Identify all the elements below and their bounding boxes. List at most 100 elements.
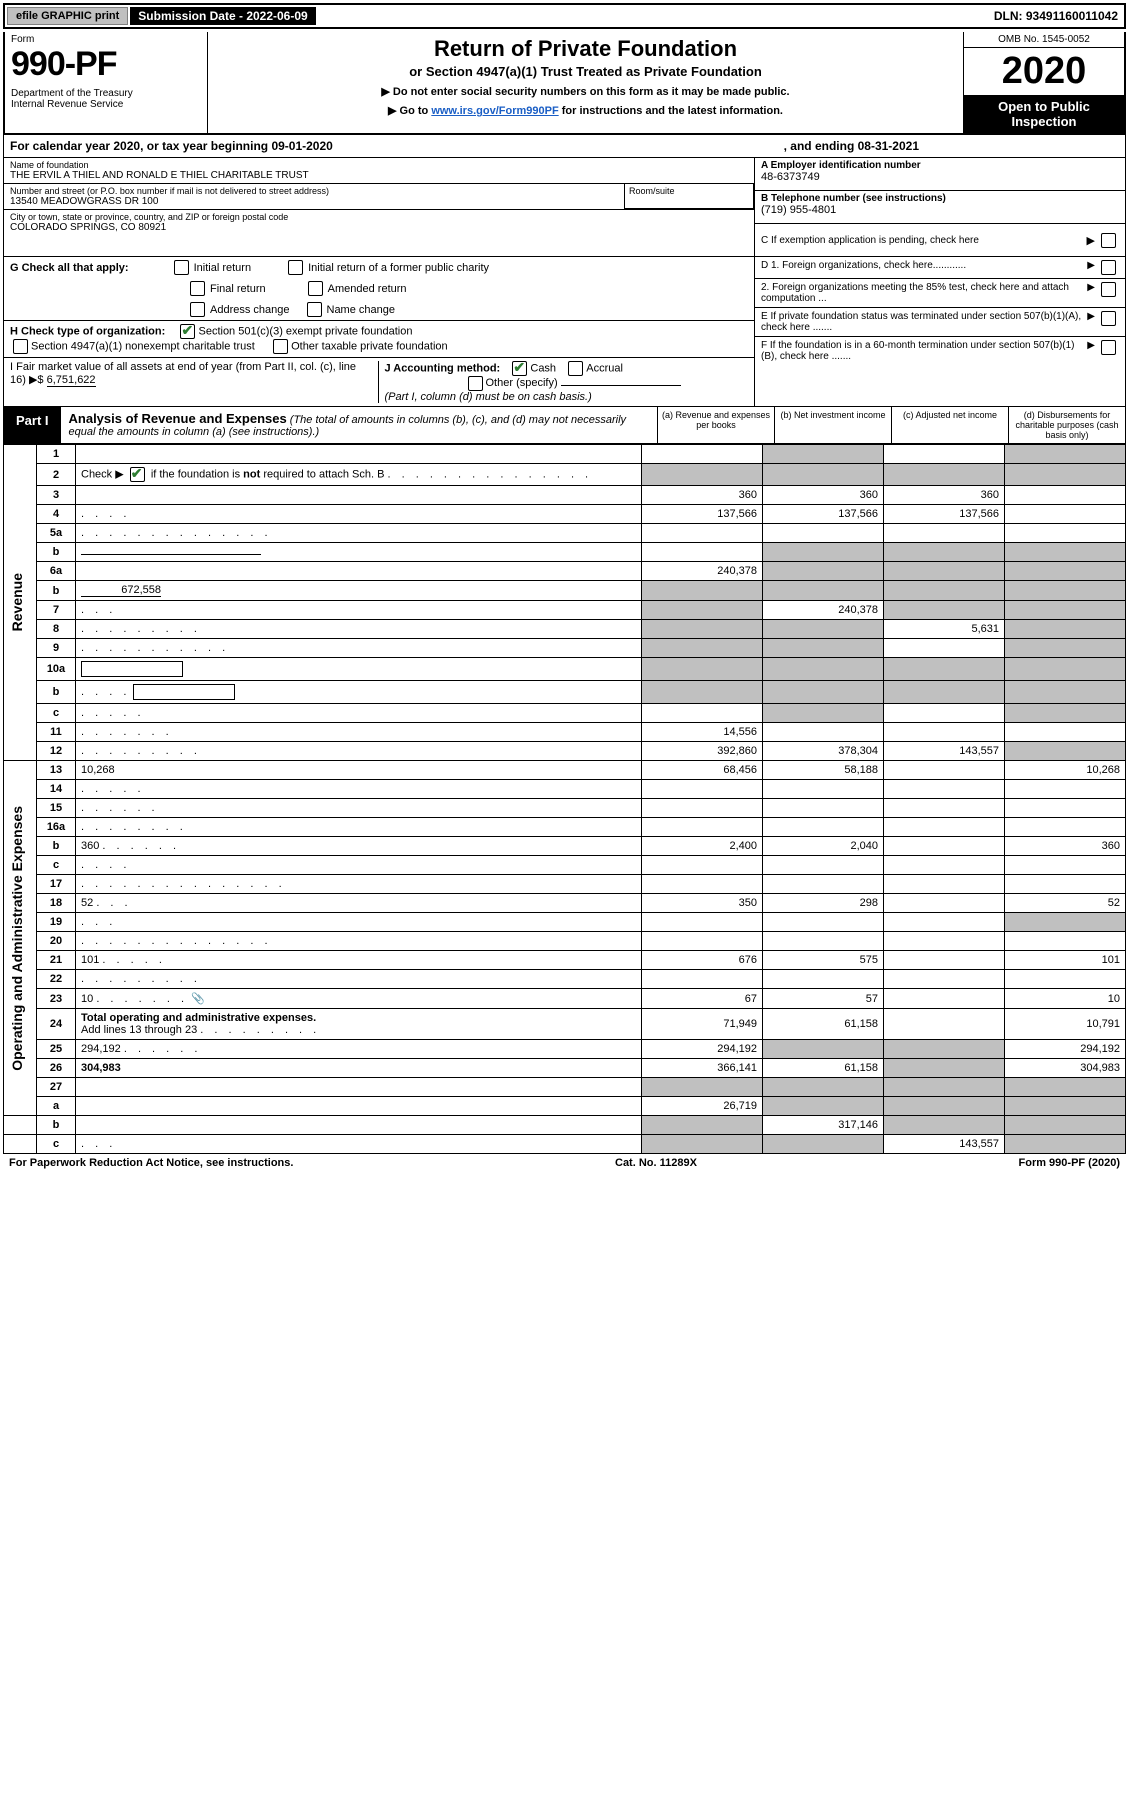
f-row: F If the foundation is in a 60-month ter… xyxy=(755,336,1125,365)
submission-date-label: Submission Date - 2022-06-09 xyxy=(130,7,315,25)
table-row: 15 . . . . . . xyxy=(4,799,1126,818)
exemption-pending-row: C If exemption application is pending, c… xyxy=(755,224,1125,256)
table-row: 3360360360 xyxy=(4,486,1126,505)
page-footer: For Paperwork Reduction Act Notice, see … xyxy=(3,1154,1126,1172)
table-row: c . . . . xyxy=(4,856,1126,875)
header-left: Form 990-PF Department of the TreasuryIn… xyxy=(5,32,208,133)
department-label: Department of the TreasuryInternal Reven… xyxy=(11,88,201,110)
g-row: G Check all that apply: Initial return I… xyxy=(4,257,754,320)
initial-former-checkbox[interactable] xyxy=(288,260,303,275)
table-row: b360 . . . . . .2,4002,040360 xyxy=(4,837,1126,856)
table-row: Revenue 1 xyxy=(4,445,1126,464)
form-number: 990-PF xyxy=(11,45,201,84)
ein-value: 48-6373749 xyxy=(761,171,1119,183)
revenue-section-label: Revenue xyxy=(9,573,25,631)
table-row: 1852 . . .35029852 xyxy=(4,894,1126,913)
part1-table: Revenue 1 2Check ▶ if the foundation is … xyxy=(3,444,1126,1154)
e-checkbox[interactable] xyxy=(1101,311,1116,326)
catalog-number: Cat. No. 11289X xyxy=(615,1157,697,1169)
final-return-checkbox[interactable] xyxy=(190,281,205,296)
table-row: 21101 . . . . .676575101 xyxy=(4,951,1126,970)
table-row: 7 . . .240,378 xyxy=(4,601,1126,620)
top-bar: efile GRAPHIC print Submission Date - 20… xyxy=(3,3,1126,29)
table-row: Operating and Administrative Expenses 13… xyxy=(4,761,1126,780)
table-row: 17 . . . . . . . . . . . . . . . xyxy=(4,875,1126,894)
form-title: Return of Private Foundation xyxy=(212,36,959,62)
telephone-value: (719) 955-4801 xyxy=(761,204,1119,216)
form-subtitle: or Section 4947(a)(1) Trust Treated as P… xyxy=(212,64,959,79)
table-row: 14 . . . . . xyxy=(4,780,1126,799)
form-header: Form 990-PF Department of the TreasuryIn… xyxy=(3,32,1126,135)
name-change-checkbox[interactable] xyxy=(307,302,322,317)
paperwork-notice: For Paperwork Reduction Act Notice, see … xyxy=(9,1157,293,1169)
table-row: 27 xyxy=(4,1078,1126,1097)
col-b-header: (b) Net investment income xyxy=(774,407,891,443)
other-method-checkbox[interactable] xyxy=(468,376,483,391)
table-row: c . . .143,557 xyxy=(4,1135,1126,1154)
efile-print-button[interactable]: efile GRAPHIC print xyxy=(7,7,128,25)
omb-number: OMB No. 1545-0052 xyxy=(964,32,1124,48)
amended-return-checkbox[interactable] xyxy=(308,281,323,296)
ein-row: A Employer identification number 48-6373… xyxy=(755,158,1125,191)
foundation-name: THE ERVIL A THIEL AND RONALD E THIEL CHA… xyxy=(10,170,748,181)
foundation-address: 13540 MEADOWGRASS DR 100 xyxy=(10,196,618,207)
exemption-pending-checkbox[interactable] xyxy=(1101,233,1116,248)
d2-checkbox[interactable] xyxy=(1101,282,1116,297)
initial-return-checkbox[interactable] xyxy=(174,260,189,275)
instruction-1: ▶ Do not enter social security numbers o… xyxy=(212,85,959,98)
fmv-value: 6,751,622 xyxy=(47,374,96,387)
table-row: a26,719 xyxy=(4,1097,1126,1116)
part1-tab: Part I xyxy=(4,407,61,443)
table-row: b xyxy=(4,543,1126,562)
e-row: E If private foundation status was termi… xyxy=(755,307,1125,336)
table-row: 24Total operating and administrative exp… xyxy=(4,1009,1126,1040)
table-row: b317,146 xyxy=(4,1116,1126,1135)
tax-year: 2020 xyxy=(964,48,1124,95)
ij-row: I Fair market value of all assets at end… xyxy=(4,357,754,406)
table-row: 4 . . . .137,566137,566137,566 xyxy=(4,505,1126,524)
part1-header: Part I Analysis of Revenue and Expenses … xyxy=(3,407,1126,444)
sch-b-checkbox[interactable] xyxy=(130,467,145,482)
table-row: 20 . . . . . . . . . . . . . . xyxy=(4,932,1126,951)
calendar-year-row: For calendar year 2020, or tax year begi… xyxy=(3,135,1126,158)
table-row: 2310 . . . . . . . 📎675710 xyxy=(4,989,1126,1009)
table-row: 6a240,378 xyxy=(4,562,1126,581)
attachment-icon[interactable]: 📎 xyxy=(191,993,205,1005)
form-label: Form xyxy=(11,34,201,45)
d1-checkbox[interactable] xyxy=(1101,260,1116,275)
col-a-header: (a) Revenue and expenses per books xyxy=(658,407,774,443)
check-section: G Check all that apply: Initial return I… xyxy=(3,257,1126,407)
foundation-city: COLORADO SPRINGS, CO 80921 xyxy=(10,222,748,233)
col-c-header: (c) Adjusted net income xyxy=(891,407,1008,443)
dln-label: DLN: 93491160011042 xyxy=(994,9,1124,23)
4947a1-checkbox[interactable] xyxy=(13,339,28,354)
table-row: 22 . . . . . . . . . xyxy=(4,970,1126,989)
table-row: b . . . . xyxy=(4,681,1126,704)
accrual-checkbox[interactable] xyxy=(568,361,583,376)
table-row: 16a . . . . . . . . xyxy=(4,818,1126,837)
d1-row: D 1. Foreign organizations, check here..… xyxy=(755,257,1125,278)
instruction-2: ▶ Go to www.irs.gov/Form990PF for instru… xyxy=(212,104,959,117)
city-row: City or town, state or province, country… xyxy=(4,210,754,235)
address-change-checkbox[interactable] xyxy=(190,302,205,317)
h-row: H Check type of organization: Section 50… xyxy=(4,320,754,357)
table-row: 19 . . . xyxy=(4,913,1126,932)
table-row: 8 . . . . . . . . .5,631 xyxy=(4,620,1126,639)
cash-checkbox[interactable] xyxy=(512,361,527,376)
opex-section-label: Operating and Administrative Expenses xyxy=(9,806,25,1071)
table-row: 25294,192 . . . . . .294,192294,192 xyxy=(4,1040,1126,1059)
form990pf-link[interactable]: www.irs.gov/Form990PF xyxy=(431,105,558,117)
header-center: Return of Private Foundation or Section … xyxy=(208,32,963,133)
cal-year-end: , and ending 08-31-2021 xyxy=(784,139,919,153)
501c3-checkbox[interactable] xyxy=(180,324,195,339)
table-row: 2Check ▶ if the foundation is not requir… xyxy=(4,464,1126,486)
other-taxable-checkbox[interactable] xyxy=(273,339,288,354)
open-public: Open to PublicInspection xyxy=(964,95,1124,133)
f-checkbox[interactable] xyxy=(1101,340,1116,355)
part1-columns: (a) Revenue and expenses per books (b) N… xyxy=(657,407,1125,443)
telephone-row: B Telephone number (see instructions) (7… xyxy=(755,191,1125,224)
table-row: 26304,983366,14161,158304,983 xyxy=(4,1059,1126,1078)
cal-year-begin: For calendar year 2020, or tax year begi… xyxy=(10,139,333,153)
table-row: 12 . . . . . . . . .392,860378,304143,55… xyxy=(4,742,1126,761)
table-row: c . . . . . xyxy=(4,704,1126,723)
